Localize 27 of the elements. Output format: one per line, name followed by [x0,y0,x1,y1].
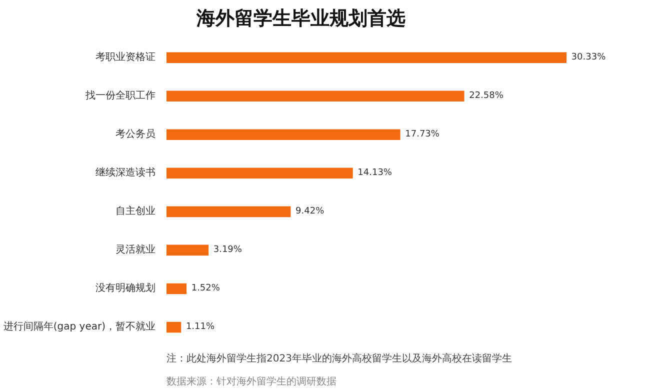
y-tick-label: 继续深造读书 [96,166,156,179]
data-label: 1.11% [186,322,215,332]
bar [166,283,187,294]
data-label: 14.13% [358,168,392,178]
y-tick-label: 考职业资格证 [96,51,156,64]
y-tick-label: 考公务员 [116,128,156,140]
bar [166,244,209,256]
bar [166,168,353,179]
bar [166,129,400,140]
text: 注：此处海外留学生指2023年毕业的海外高校留学生以及海外高校在读留学生 [166,352,512,364]
y-tick-label: 找一份全职工作 [84,90,156,102]
data-label: 30.33% [571,52,606,63]
bar [166,322,182,333]
chart-title: 海外留学生毕业规划首选 [196,8,406,30]
source-note: 数据来源：针对海外留学生的调研数据 [166,376,336,388]
y-tick-label: 灵活就业 [116,244,156,256]
y-tick-label: 进行间隔年(gap year)，暂不就业 [3,320,156,333]
bar [166,206,291,218]
bar [166,52,566,64]
y-tick-label: 没有明确规划 [96,282,156,294]
data-label: 9.42% [296,206,325,217]
data-label: 22.58% [469,91,504,102]
data-label: 17.73% [405,130,440,140]
y-tick-label: 自主创业 [116,205,156,218]
bar [166,90,464,102]
data-label: 1.52% [191,284,220,294]
data-label: 3.19% [213,245,242,256]
